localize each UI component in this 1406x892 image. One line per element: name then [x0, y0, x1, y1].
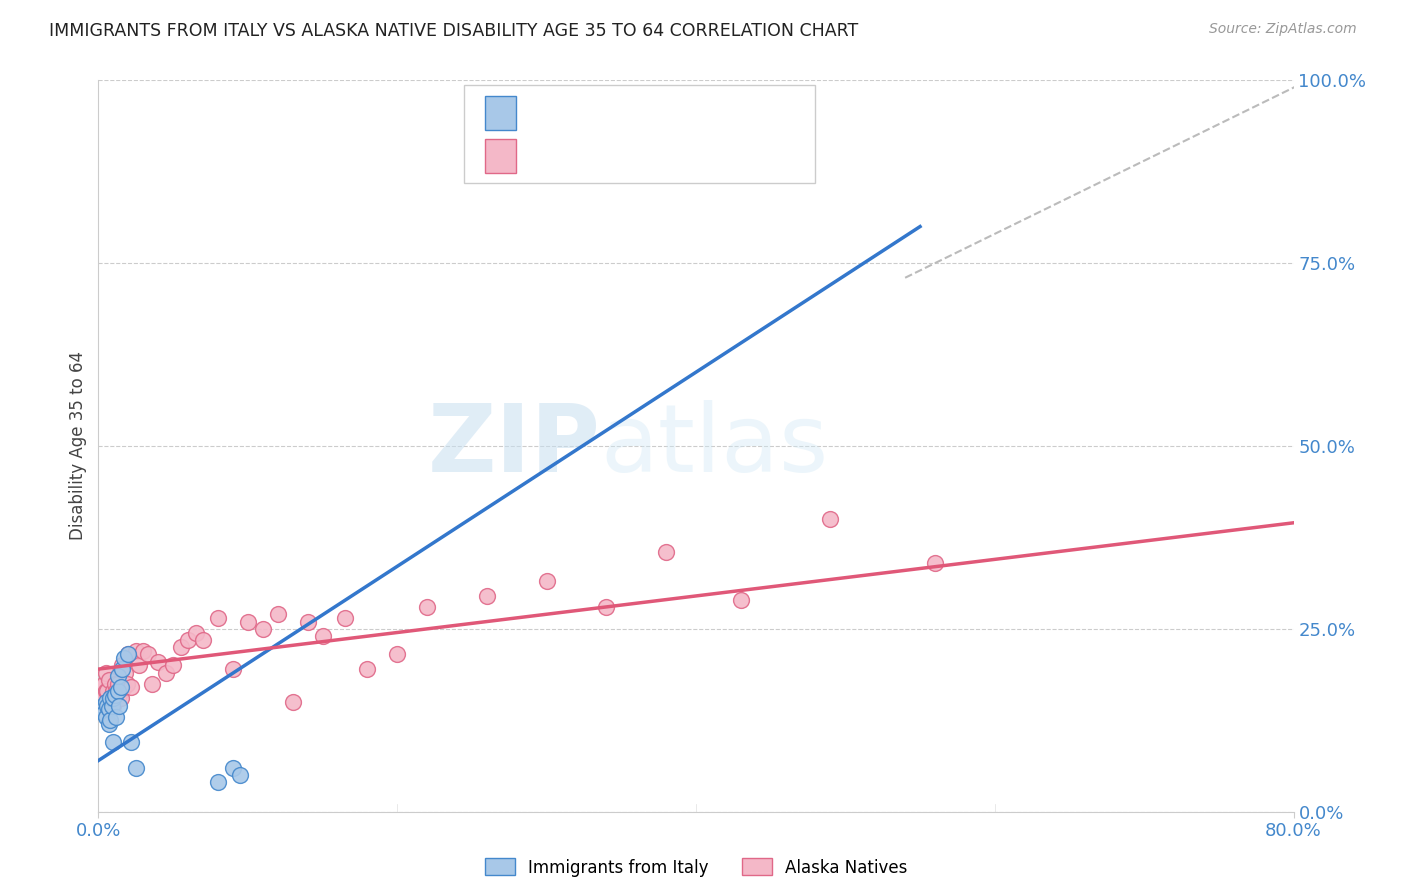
Point	[475, 589, 498, 603]
Point	[162, 658, 184, 673]
Point	[97, 702, 120, 716]
Text: R =: R =	[527, 150, 564, 168]
Point	[98, 714, 122, 728]
Text: 26: 26	[679, 107, 702, 125]
Point	[125, 644, 148, 658]
Point	[94, 695, 117, 709]
Point	[191, 632, 214, 647]
Point	[101, 698, 124, 713]
Point	[267, 607, 290, 622]
Point	[111, 658, 134, 673]
Point	[105, 684, 128, 698]
Point	[136, 648, 159, 662]
Point	[120, 735, 142, 749]
Point	[207, 611, 229, 625]
Point	[252, 622, 274, 636]
Point	[94, 684, 117, 698]
Point	[385, 648, 409, 662]
Point	[108, 698, 131, 713]
Text: ZIP: ZIP	[427, 400, 600, 492]
Point	[655, 545, 678, 559]
Point	[103, 691, 125, 706]
Point	[222, 761, 245, 775]
Point	[91, 688, 114, 702]
Point	[177, 632, 200, 647]
Point	[101, 695, 124, 709]
Text: R =: R =	[527, 107, 564, 125]
Point	[125, 761, 148, 775]
Point	[105, 709, 128, 723]
Point	[103, 684, 125, 698]
Point	[117, 648, 139, 662]
Text: IMMIGRANTS FROM ITALY VS ALASKA NATIVE DISABILITY AGE 35 TO 64 CORRELATION CHART: IMMIGRANTS FROM ITALY VS ALASKA NATIVE D…	[49, 22, 859, 40]
Point	[416, 599, 439, 614]
Point	[281, 695, 304, 709]
Point	[132, 644, 155, 658]
Point	[96, 698, 118, 713]
Point	[128, 658, 150, 673]
Point	[333, 611, 356, 625]
Point	[112, 681, 135, 695]
Point	[110, 681, 132, 695]
Point	[155, 665, 177, 680]
Point	[97, 673, 120, 687]
Point	[98, 691, 122, 706]
Point	[93, 706, 115, 720]
Point	[924, 556, 946, 570]
Point	[184, 625, 207, 640]
Point	[117, 648, 139, 662]
Point	[820, 512, 842, 526]
Point	[110, 691, 132, 706]
Point	[94, 709, 117, 723]
Point	[236, 615, 259, 629]
Point	[107, 684, 129, 698]
Legend: Immigrants from Italy, Alaska Natives: Immigrants from Italy, Alaska Natives	[485, 858, 907, 877]
Point	[104, 688, 127, 702]
Point	[595, 599, 617, 614]
Point	[730, 592, 752, 607]
Point	[96, 698, 118, 713]
Point	[297, 615, 319, 629]
Point	[311, 629, 333, 643]
Point	[104, 676, 127, 690]
Point	[115, 676, 138, 690]
Point	[103, 735, 125, 749]
Point	[93, 676, 115, 690]
Point	[207, 775, 229, 789]
Point	[111, 662, 134, 676]
Point	[229, 768, 252, 782]
Point	[222, 662, 245, 676]
Point	[114, 665, 136, 680]
Point	[108, 688, 131, 702]
Point	[90, 681, 112, 695]
Point	[94, 665, 117, 680]
Point	[148, 655, 170, 669]
Text: 55: 55	[679, 150, 702, 168]
Text: atlas: atlas	[600, 400, 828, 492]
Point	[120, 681, 142, 695]
Point	[98, 702, 122, 716]
Text: 0.725: 0.725	[567, 107, 619, 125]
Point	[107, 676, 129, 690]
Point	[112, 651, 135, 665]
Text: 0.314: 0.314	[567, 150, 619, 168]
Text: N =: N =	[633, 150, 681, 168]
Point	[141, 676, 163, 690]
Point	[101, 688, 124, 702]
Point	[96, 684, 118, 698]
Point	[107, 669, 129, 683]
Text: Source: ZipAtlas.com: Source: ZipAtlas.com	[1209, 22, 1357, 37]
Point	[91, 698, 114, 713]
Text: N =: N =	[633, 107, 681, 125]
Point	[356, 662, 378, 676]
Point	[169, 640, 191, 655]
Y-axis label: Disability Age 35 to 64: Disability Age 35 to 64	[69, 351, 87, 541]
Point	[97, 717, 120, 731]
Point	[536, 574, 558, 589]
Point	[103, 698, 125, 713]
